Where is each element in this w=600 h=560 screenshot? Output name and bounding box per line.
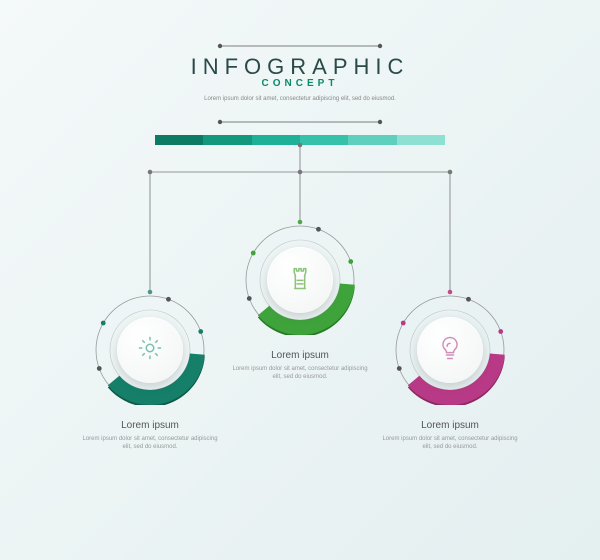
caption-gear: Lorem ipsum Lorem ipsum dolor sit amet, c… <box>80 420 220 452</box>
caption-tower: Lorem ipsum Lorem ipsum dolor sit amet, c… <box>230 350 370 382</box>
node-disc <box>267 247 333 313</box>
caption-body: Lorem ipsum dolor sit amet, consectetur … <box>80 435 220 452</box>
caption-title: Lorem ipsum <box>380 420 520 431</box>
infographic-stage: INFOGRAPHIC CONCEPT Lorem ipsum dolor si… <box>0 0 600 560</box>
caption-body: Lorem ipsum dolor sit amet, consectetur … <box>230 365 370 382</box>
node-gear <box>95 295 205 405</box>
node-disc <box>117 317 183 383</box>
node-bulb <box>395 295 505 405</box>
header-body: Lorem ipsum dolor sit amet, consectetur … <box>191 95 410 103</box>
title: INFOGRAPHIC <box>191 54 410 80</box>
node-tower <box>245 225 355 335</box>
header: INFOGRAPHIC CONCEPT Lorem ipsum dolor si… <box>191 54 410 103</box>
bulb-icon <box>436 334 464 367</box>
caption-body: Lorem ipsum dolor sit amet, consectetur … <box>380 435 520 452</box>
tower-icon <box>286 264 314 297</box>
gear-icon <box>136 334 164 367</box>
gradient-bar <box>155 135 445 145</box>
node-disc <box>417 317 483 383</box>
caption-bulb: Lorem ipsum Lorem ipsum dolor sit amet, c… <box>380 420 520 452</box>
caption-title: Lorem ipsum <box>80 420 220 431</box>
caption-title: Lorem ipsum <box>230 350 370 361</box>
